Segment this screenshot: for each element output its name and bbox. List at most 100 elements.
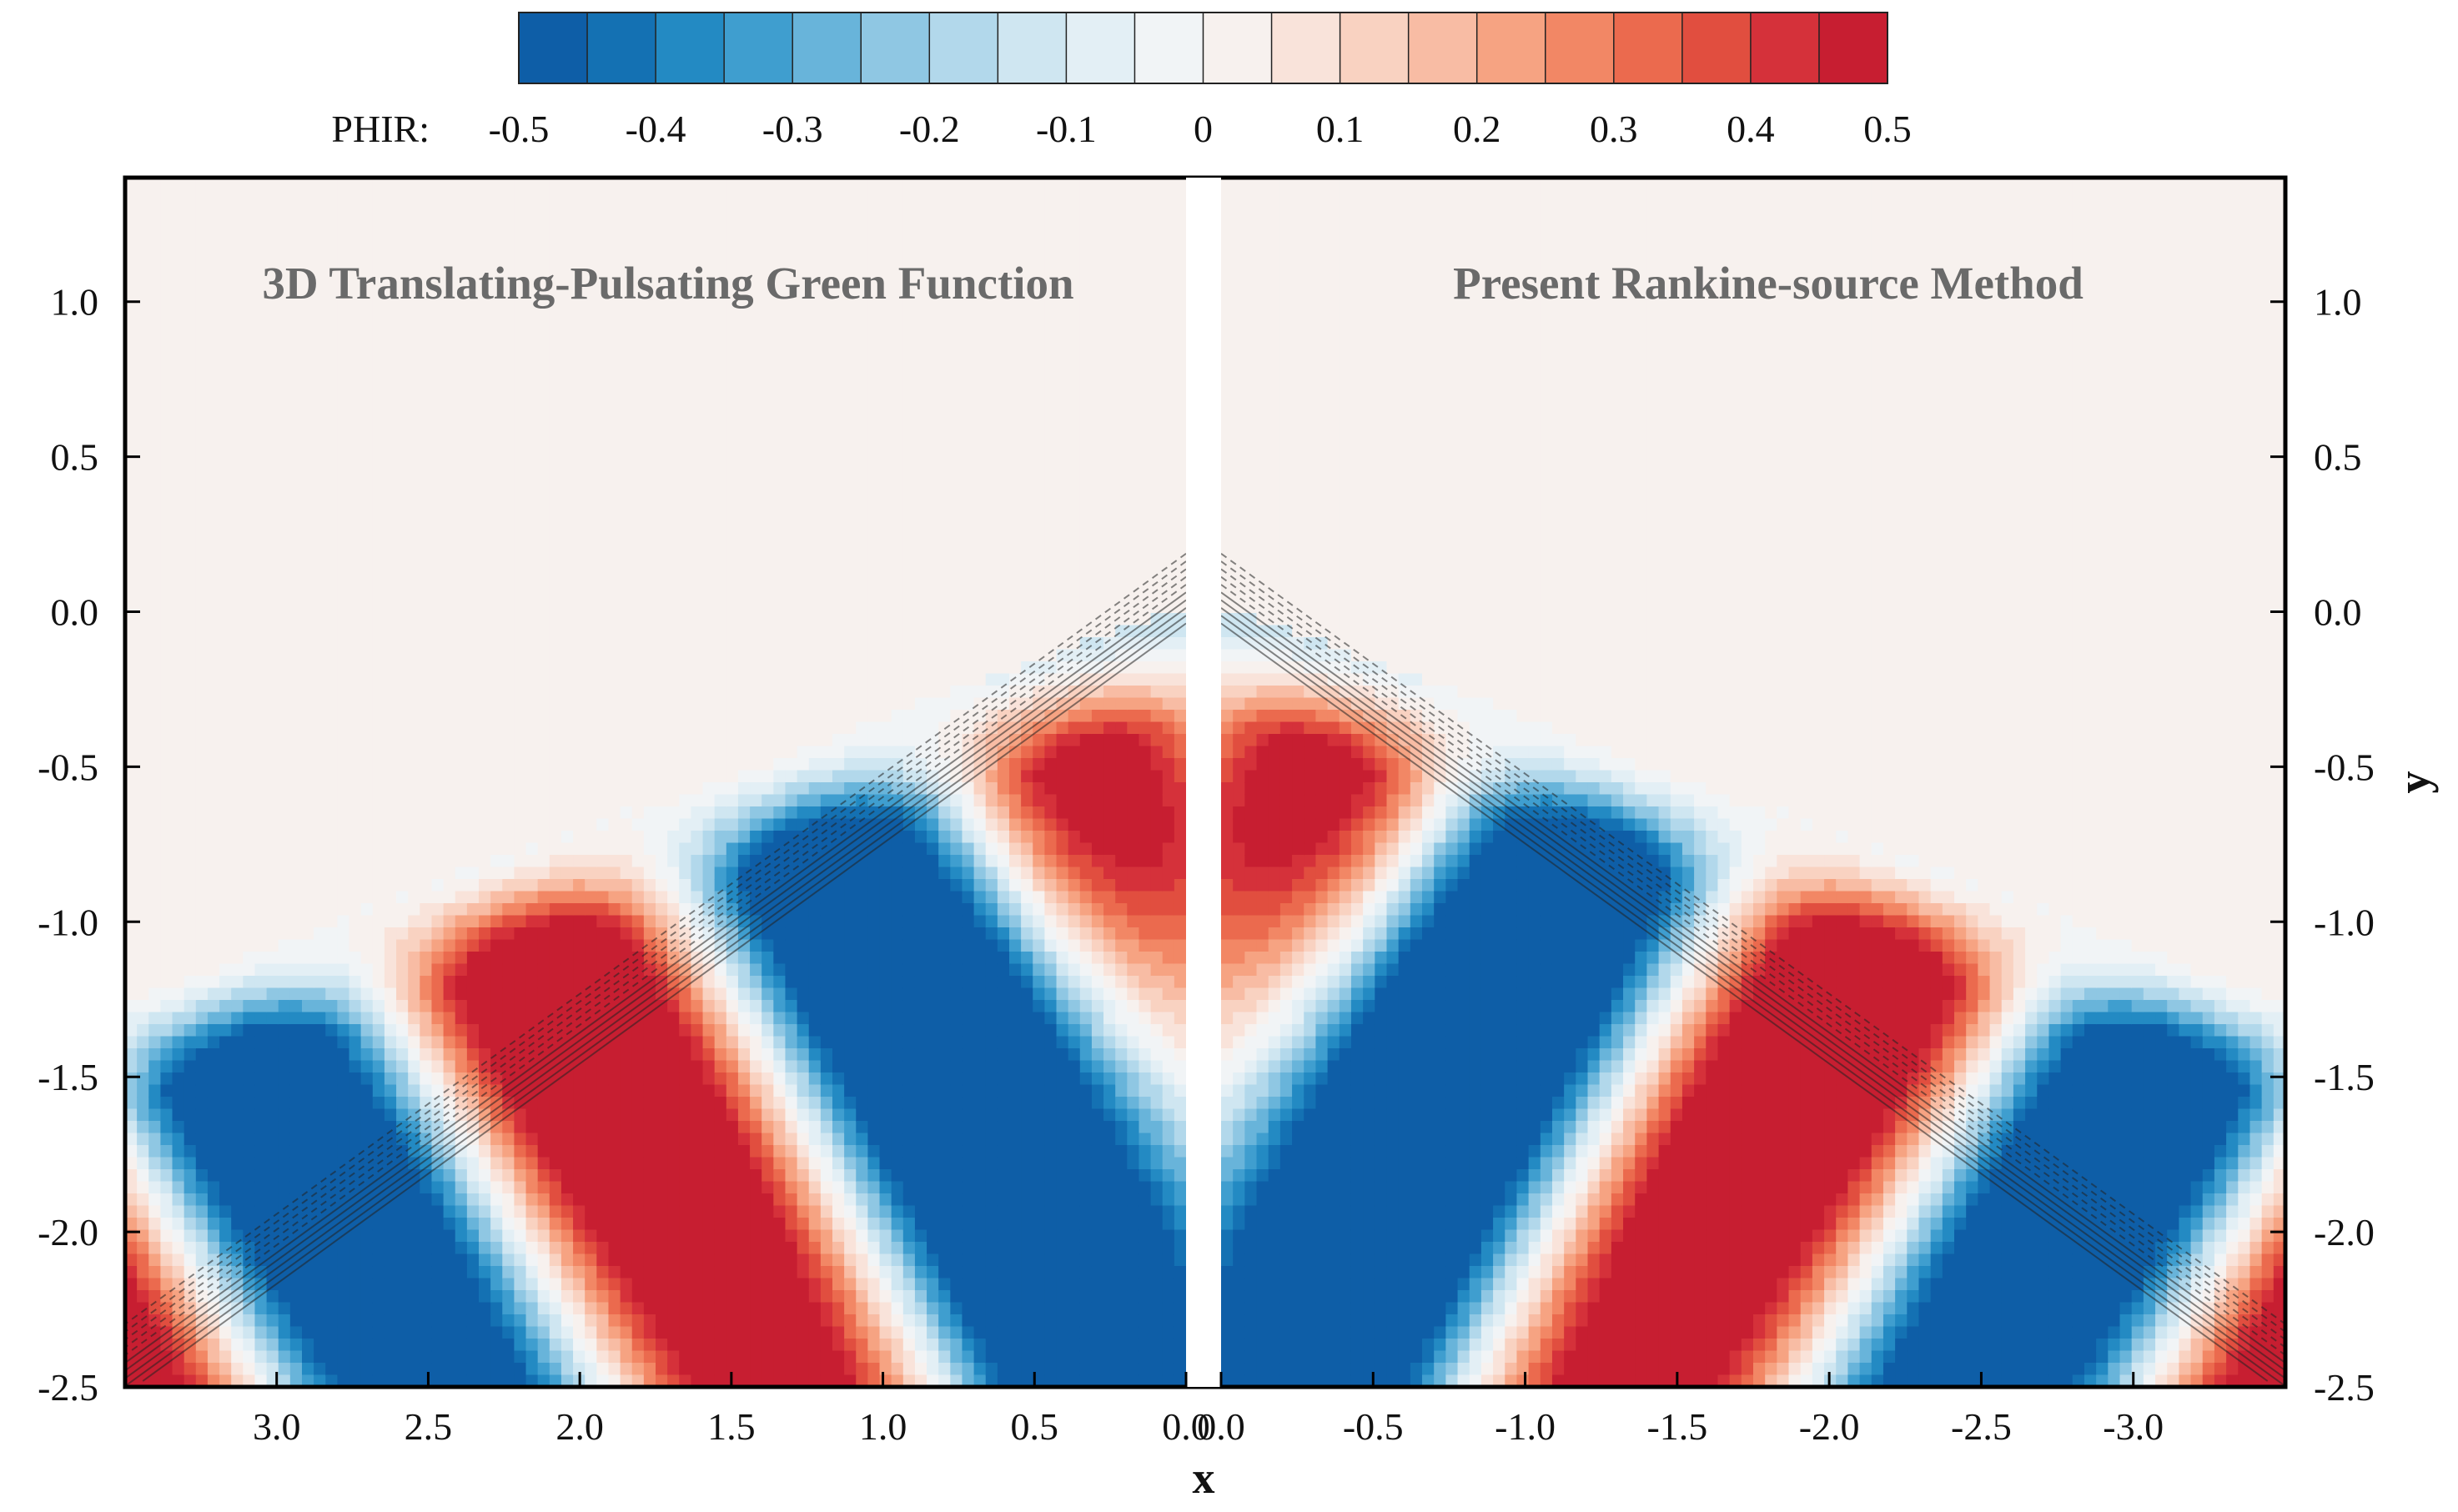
- field-cell: [267, 843, 279, 856]
- field-cell: [137, 492, 149, 505]
- field-cell: [467, 988, 480, 1001]
- field-cell: [160, 516, 173, 529]
- field-cell: [361, 698, 374, 711]
- field-cell: [314, 819, 326, 831]
- field-cell: [290, 927, 303, 940]
- field-cell: [243, 1363, 255, 1375]
- field-cell: [396, 444, 409, 456]
- field-cell: [160, 1158, 173, 1170]
- field-cell: [373, 492, 385, 505]
- field-cell: [267, 190, 279, 203]
- field-cell: [231, 661, 244, 674]
- field-cell: [219, 1121, 232, 1133]
- field-cell: [254, 1061, 267, 1073]
- field-cell: [408, 456, 420, 469]
- field-cell: [184, 540, 197, 553]
- field-cell: [208, 371, 220, 384]
- field-cell: [490, 529, 503, 541]
- field-cell: [243, 1133, 255, 1146]
- field-cell: [502, 444, 515, 456]
- field-cell: [254, 347, 267, 359]
- field-cell: [160, 1145, 173, 1158]
- field-cell: [420, 674, 432, 686]
- field-cell: [267, 806, 279, 819]
- field-cell: [455, 347, 468, 359]
- field-cell: [279, 1037, 291, 1049]
- field-cell: [479, 419, 491, 432]
- field-cell: [502, 565, 515, 577]
- field-cell: [467, 384, 480, 396]
- field-cell: [173, 613, 185, 625]
- field-cell: [373, 806, 385, 819]
- field-cell: [420, 1000, 432, 1012]
- field-cell: [396, 1266, 409, 1278]
- field-cell: [196, 432, 209, 445]
- field-cell: [373, 988, 385, 1001]
- field-cell: [137, 698, 149, 711]
- field-cell: [290, 577, 303, 590]
- field-cell: [408, 843, 420, 856]
- field-cell: [208, 698, 220, 711]
- field-cell: [219, 940, 232, 952]
- field-cell: [267, 650, 279, 662]
- colorbar-tick-label: 0.5: [1863, 108, 1912, 150]
- field-cell: [254, 239, 267, 251]
- field-cell: [373, 1351, 385, 1364]
- field-cell: [290, 1182, 303, 1194]
- field-cell: [420, 1182, 432, 1194]
- field-cell: [290, 795, 303, 807]
- field-cell: [148, 1254, 161, 1267]
- field-cell: [337, 1327, 349, 1339]
- field-cell: [479, 855, 491, 867]
- field-cell: [302, 1133, 314, 1146]
- field-cell: [290, 1278, 303, 1291]
- field-cell: [373, 879, 385, 892]
- field-cell: [490, 577, 503, 590]
- field-cell: [267, 698, 279, 711]
- field-cell: [243, 371, 255, 384]
- field-cell: [361, 940, 374, 952]
- field-cell: [173, 916, 185, 928]
- field-cell: [431, 347, 444, 359]
- field-cell: [254, 384, 267, 396]
- field-cell: [490, 661, 503, 674]
- field-cell: [408, 674, 420, 686]
- field-cell: [148, 1218, 161, 1230]
- field-cell: [137, 1061, 149, 1073]
- field-cell: [208, 480, 220, 493]
- field-cell: [290, 674, 303, 686]
- field-cell: [208, 758, 220, 771]
- field-cell: [396, 202, 409, 214]
- field-cell: [243, 1230, 255, 1243]
- field-cell: [243, 505, 255, 517]
- field-cell: [160, 492, 173, 505]
- field-cell: [490, 1327, 503, 1339]
- field-cell: [337, 202, 349, 214]
- field-cell: [173, 927, 185, 940]
- field-cell: [490, 553, 503, 565]
- field-cell: [279, 311, 291, 324]
- field-cell: [361, 516, 374, 529]
- field-cell: [302, 214, 314, 227]
- field-cell: [137, 274, 149, 287]
- field-cell: [302, 1169, 314, 1182]
- field-cell: [349, 795, 362, 807]
- field-cell: [219, 1158, 232, 1170]
- field-cell: [431, 831, 444, 843]
- field-cell: [314, 661, 326, 674]
- field-cell: [219, 1169, 232, 1182]
- field-cell: [137, 710, 149, 722]
- field-cell: [314, 1314, 326, 1327]
- colorbar-tick-label: -0.2: [899, 108, 960, 150]
- field-cell: [148, 1193, 161, 1206]
- field-cell: [267, 371, 279, 384]
- field-cell: [279, 1339, 291, 1351]
- field-cell: [231, 335, 244, 348]
- field-cell: [173, 359, 185, 372]
- field-cell: [160, 1206, 173, 1218]
- field-cell: [219, 516, 232, 529]
- field-cell: [137, 1024, 149, 1037]
- field-cell: [243, 831, 255, 843]
- field-cell: [302, 395, 314, 408]
- field-cell: [408, 625, 420, 638]
